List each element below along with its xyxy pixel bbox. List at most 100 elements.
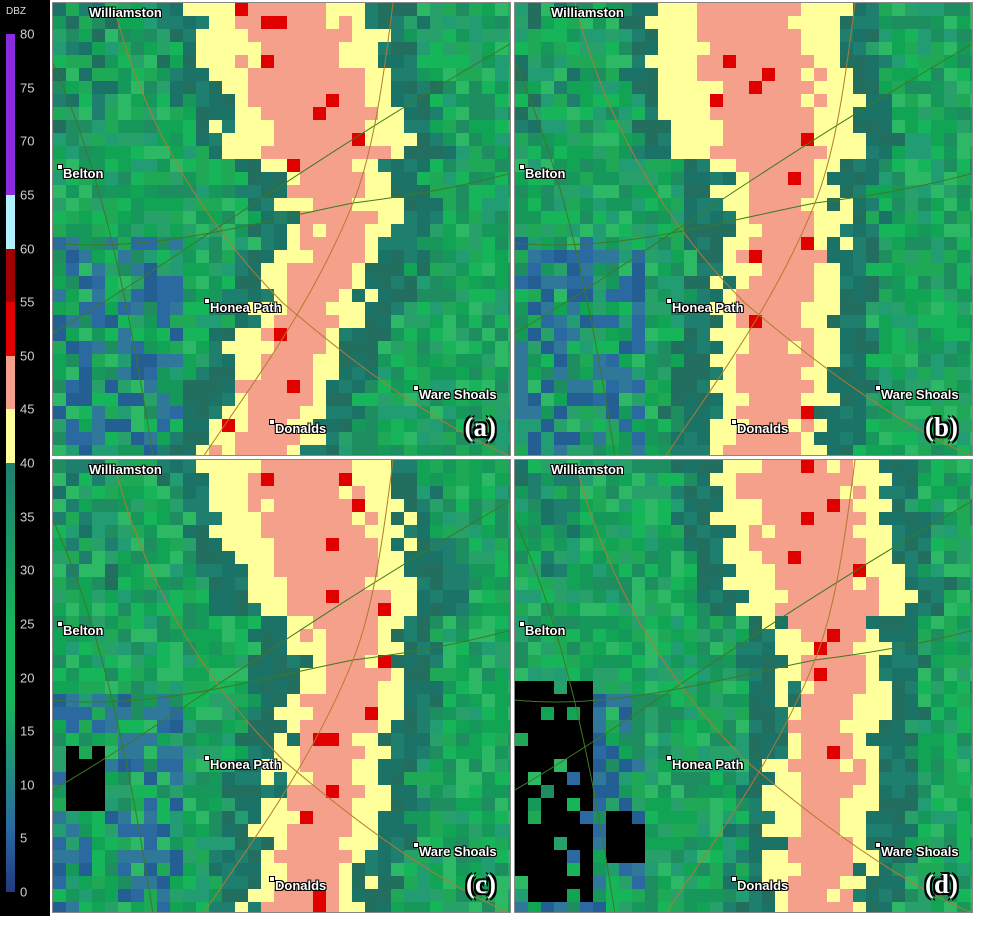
reflectivity-cell — [736, 29, 750, 43]
reflectivity-cell — [645, 289, 659, 303]
reflectivity-cell — [287, 224, 301, 238]
reflectivity-cell — [723, 772, 737, 786]
reflectivity-cell — [580, 289, 594, 303]
reflectivity-cell — [53, 538, 67, 552]
reflectivity-cell — [892, 642, 906, 656]
reflectivity-cell — [580, 107, 594, 121]
reflectivity-cell — [866, 81, 880, 95]
reflectivity-cell — [736, 707, 750, 721]
reflectivity-cell — [918, 380, 932, 394]
reflectivity-cell — [619, 733, 633, 747]
reflectivity-cell — [697, 525, 711, 539]
reflectivity-cell — [814, 315, 828, 329]
reflectivity-cell — [723, 538, 737, 552]
reflectivity-cell — [469, 107, 483, 121]
reflectivity-cell — [417, 224, 431, 238]
reflectivity-cell — [183, 486, 197, 500]
reflectivity-cell — [905, 512, 919, 526]
reflectivity-cell — [235, 16, 249, 30]
reflectivity-cell — [645, 486, 659, 500]
reflectivity-cell — [710, 380, 724, 394]
reflectivity-cell — [762, 798, 776, 812]
reflectivity-cell — [515, 512, 529, 526]
reflectivity-cell — [671, 263, 685, 277]
reflectivity-cell — [495, 94, 509, 108]
reflectivity-cell — [554, 432, 568, 446]
reflectivity-cell — [515, 354, 529, 368]
reflectivity-cell — [456, 367, 470, 381]
city-marker — [413, 385, 419, 391]
reflectivity-cell — [736, 289, 750, 303]
reflectivity-cell — [417, 473, 431, 487]
reflectivity-cell — [606, 302, 620, 316]
reflectivity-cell — [918, 486, 932, 500]
reflectivity-cell — [567, 798, 581, 812]
road-line — [574, 3, 971, 455]
reflectivity-cell — [352, 798, 366, 812]
reflectivity-cell — [918, 720, 932, 734]
reflectivity-cell — [430, 185, 444, 199]
reflectivity-cell — [391, 902, 405, 912]
reflectivity-cell — [515, 250, 529, 264]
reflectivity-cell — [970, 538, 972, 552]
reflectivity-cell — [580, 668, 594, 682]
reflectivity-cell — [92, 668, 106, 682]
reflectivity-cell — [300, 211, 314, 225]
reflectivity-cell — [645, 733, 659, 747]
reflectivity-cell — [775, 263, 789, 277]
reflectivity-cell — [866, 3, 880, 17]
reflectivity-cell — [274, 460, 288, 474]
reflectivity-cell — [430, 146, 444, 160]
reflectivity-cell — [853, 146, 867, 160]
reflectivity-cell — [66, 785, 80, 799]
reflectivity-cell — [684, 681, 698, 695]
reflectivity-cell — [892, 42, 906, 56]
reflectivity-cell — [723, 445, 737, 455]
reflectivity-cell — [671, 759, 685, 773]
reflectivity-cell — [879, 133, 893, 147]
reflectivity-cell — [66, 486, 80, 500]
reflectivity-cell — [736, 512, 750, 526]
reflectivity-cell — [723, 551, 737, 565]
reflectivity-cell — [671, 590, 685, 604]
reflectivity-cell — [157, 3, 171, 17]
reflectivity-cell — [79, 250, 93, 264]
reflectivity-cell — [508, 198, 510, 212]
reflectivity-cell — [352, 211, 366, 225]
reflectivity-cell — [580, 185, 594, 199]
reflectivity-cell — [528, 172, 542, 186]
reflectivity-cell — [684, 432, 698, 446]
reflectivity-cell — [710, 486, 724, 500]
reflectivity-cell — [274, 590, 288, 604]
reflectivity-cell — [53, 876, 67, 890]
reflectivity-cell — [645, 94, 659, 108]
reflectivity-cell — [866, 798, 880, 812]
reflectivity-cell — [528, 341, 542, 355]
reflectivity-cell — [697, 733, 711, 747]
reflectivity-cell — [144, 328, 158, 342]
reflectivity-cell — [632, 486, 646, 500]
reflectivity-cell — [541, 473, 555, 487]
reflectivity-cell — [508, 616, 510, 630]
reflectivity-cell — [274, 551, 288, 565]
reflectivity-cell — [632, 473, 646, 487]
reflectivity-cell — [697, 302, 711, 316]
reflectivity-cell — [801, 185, 815, 199]
reflectivity-cell — [840, 746, 854, 760]
reflectivity-cell — [183, 837, 197, 851]
reflectivity-cell — [313, 486, 327, 500]
reflectivity-cell — [105, 642, 119, 656]
reflectivity-cell — [866, 68, 880, 82]
reflectivity-cell — [528, 642, 542, 656]
reflectivity-cell — [261, 889, 275, 903]
reflectivity-cell — [378, 889, 392, 903]
reflectivity-cell — [814, 629, 828, 643]
reflectivity-cell — [196, 798, 210, 812]
reflectivity-cell — [567, 276, 581, 290]
reflectivity-cell — [762, 863, 776, 877]
reflectivity-cell — [209, 393, 223, 407]
reflectivity-cell — [313, 263, 327, 277]
reflectivity-cell — [606, 668, 620, 682]
reflectivity-cell — [632, 302, 646, 316]
reflectivity-cell — [469, 146, 483, 160]
